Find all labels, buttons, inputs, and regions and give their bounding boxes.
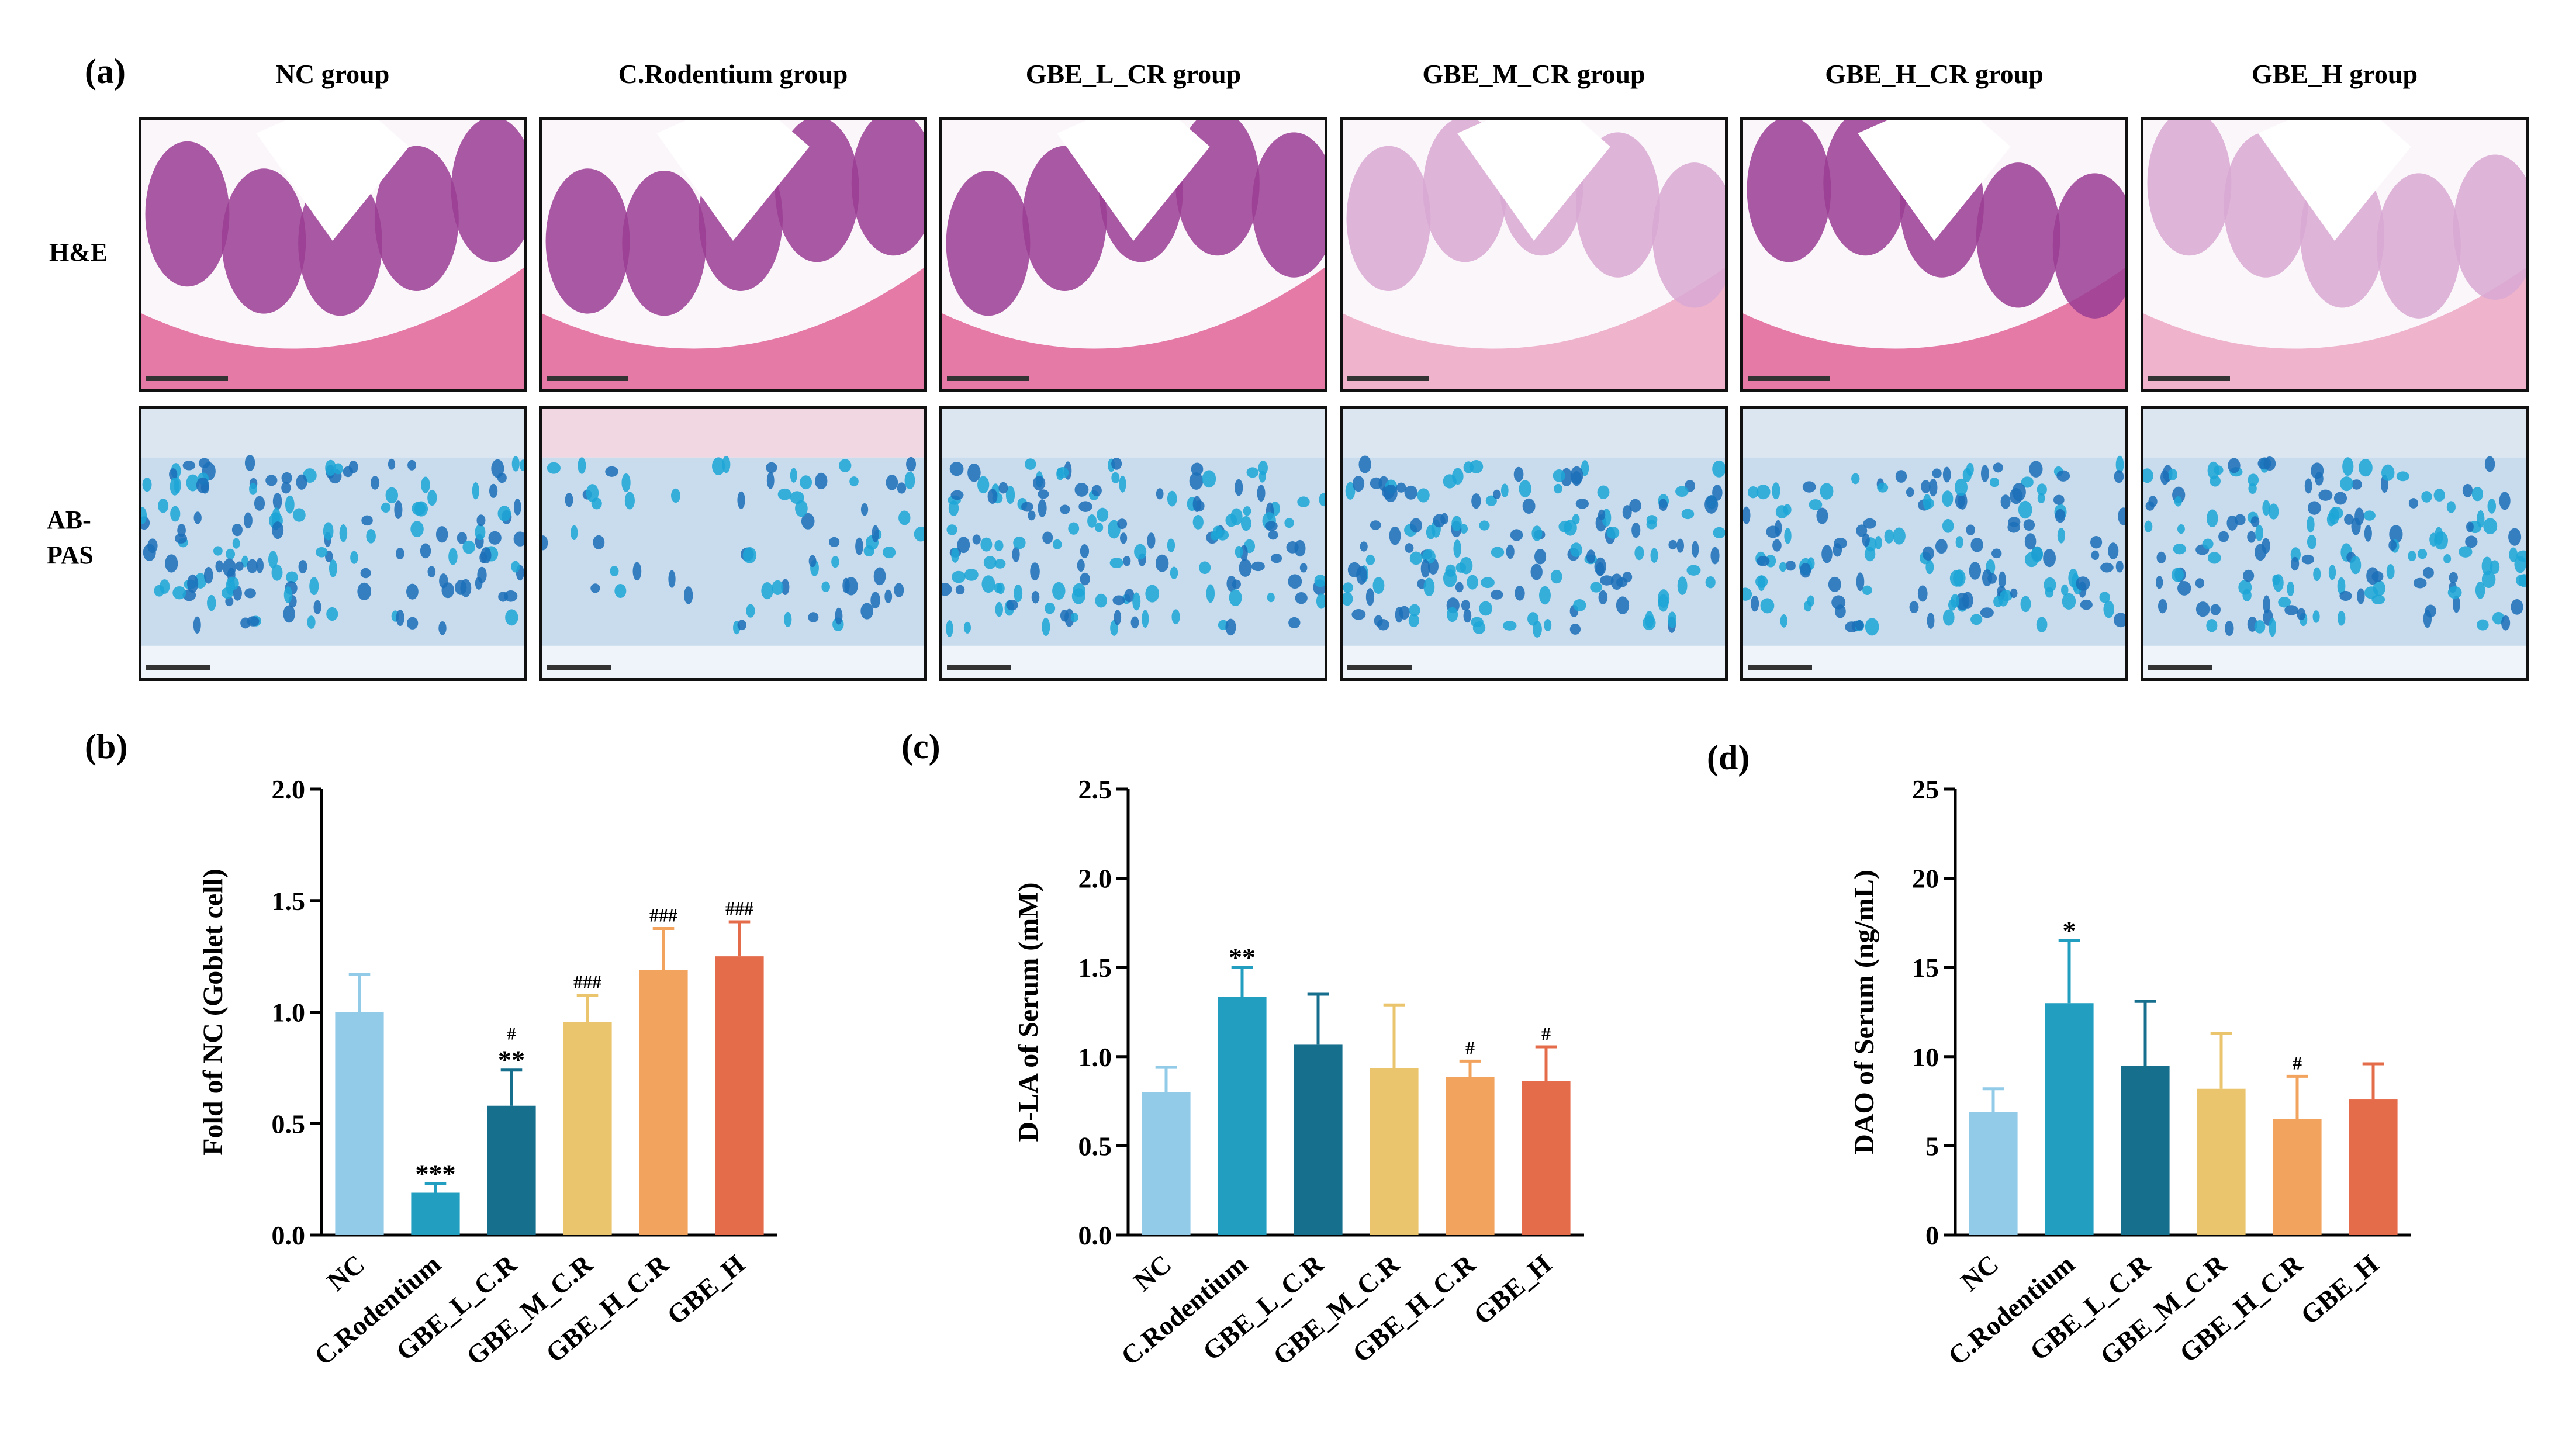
x-tick-label: NC — [1128, 1249, 1177, 1297]
he-micrograph — [139, 117, 527, 392]
significance-mark: ### — [649, 904, 677, 925]
bar-NC — [1969, 1112, 2018, 1235]
panel-c-label: (c) — [901, 727, 941, 766]
he-micrograph — [939, 117, 1327, 392]
x-tick-label: NC — [321, 1249, 371, 1297]
y-axis-label: D-LA of Serum (mM) — [1013, 883, 1044, 1142]
panel-a-label: (a) — [85, 52, 126, 91]
x-tick-label: GBE_H — [1468, 1249, 1557, 1330]
bar-C.Rodentium — [2045, 1003, 2094, 1235]
abpas-micrograph — [1740, 406, 2128, 681]
y-tick-label: 0.5 — [1078, 1131, 1112, 1161]
bar-GBE_H — [2349, 1099, 2398, 1235]
bar-GBE_M_C.R — [563, 1022, 612, 1235]
abpas-micrograph — [2141, 406, 2529, 681]
significance-mark: # — [2293, 1052, 2302, 1073]
significance-mark: ** — [498, 1045, 525, 1075]
chart-b: 0.0 0.5 1.0 1.5 2.0 Fold of NC (Goblet cell) N… — [198, 774, 777, 1371]
bar-GBE_M_C.R — [1370, 1068, 1419, 1235]
bar-GBE_H — [715, 956, 764, 1235]
y-tick-label: 5 — [1925, 1131, 1939, 1161]
significance-mark: # — [1465, 1037, 1475, 1058]
he-micrograph — [2141, 117, 2529, 392]
panel-d-label: (d) — [1707, 738, 1750, 777]
group-title: GBE_H group — [2251, 59, 2418, 89]
bar-NC — [1142, 1092, 1191, 1235]
group-title: GBE_H_CR group — [1825, 59, 2044, 89]
y-tick-label: 1.0 — [1078, 1042, 1112, 1072]
group-title: NC group — [275, 59, 390, 89]
bar-GBE_H — [1522, 1081, 1571, 1235]
y-tick-label: 1.5 — [272, 886, 306, 916]
abpas-micrograph — [139, 406, 527, 681]
row-label-he: H&E — [49, 238, 108, 267]
bar-GBE_H_C.R — [2273, 1119, 2322, 1235]
significance-mark: *** — [416, 1158, 456, 1188]
significance-mark: ** — [1229, 942, 1256, 972]
abpas-micrograph — [939, 406, 1327, 681]
significance-mark: # — [507, 1025, 516, 1044]
bar-GBE_L_C.R — [2121, 1066, 2170, 1235]
y-tick-label: 2.0 — [1078, 864, 1112, 894]
he-micrograph — [1740, 117, 2128, 392]
y-tick-label: 0.0 — [272, 1220, 306, 1250]
group-title: C.Rodentium group — [618, 59, 848, 89]
bar-GBE_L_C.R — [1294, 1044, 1343, 1235]
y-axis-label: DAO of Serum (ng/mL) — [1849, 870, 1880, 1154]
y-tick-label: 25 — [1912, 774, 1939, 804]
group-title: GBE_L_CR group — [1025, 59, 1242, 89]
panel-b-label: (b) — [85, 727, 128, 766]
y-tick-label: 20 — [1912, 864, 1939, 894]
x-tick-label: GBE_H — [661, 1249, 750, 1330]
bar-C.Rodentium — [411, 1192, 460, 1235]
he-micrograph — [539, 117, 927, 392]
abpas-micrograph — [1340, 406, 1728, 681]
significance-mark: # — [1541, 1023, 1551, 1044]
bar-GBE_M_C.R — [2197, 1088, 2246, 1235]
y-axis-label: Fold of NC (Goblet cell) — [198, 869, 229, 1156]
chart-c: 0.0 0.5 1.0 1.5 2.0 2.5 D-LA of Serum (mM) NC **… — [1013, 774, 1584, 1371]
abpas-micrograph — [539, 406, 927, 681]
x-tick-label: GBE_H — [2295, 1249, 2384, 1330]
y-tick-label: 0.0 — [1078, 1220, 1112, 1250]
y-tick-label: 1.5 — [1078, 953, 1112, 983]
y-tick-label: 2.0 — [272, 774, 306, 804]
significance-mark: ### — [573, 971, 601, 992]
row-label-abpas: AB- PAS — [47, 506, 94, 569]
bar-C.Rodentium — [1218, 997, 1267, 1235]
y-tick-label: 2.5 — [1078, 774, 1112, 804]
bar-GBE_L_C.R — [487, 1105, 536, 1235]
y-tick-label: 10 — [1912, 1042, 1939, 1072]
he-micrograph — [1340, 117, 1728, 392]
significance-mark: ### — [725, 898, 753, 919]
y-tick-label: 0.5 — [272, 1109, 306, 1139]
y-tick-label: 0 — [1925, 1220, 1939, 1250]
bar-GBE_H_C.R — [639, 970, 688, 1235]
y-tick-label: 1.0 — [272, 998, 306, 1028]
bar-GBE_H_C.R — [1446, 1077, 1495, 1235]
y-tick-label: 15 — [1912, 953, 1939, 983]
significance-mark: * — [2063, 915, 2076, 945]
group-title: GBE_M_CR group — [1422, 59, 1645, 89]
bar-NC — [335, 1012, 384, 1235]
x-tick-label: NC — [1955, 1249, 2004, 1297]
